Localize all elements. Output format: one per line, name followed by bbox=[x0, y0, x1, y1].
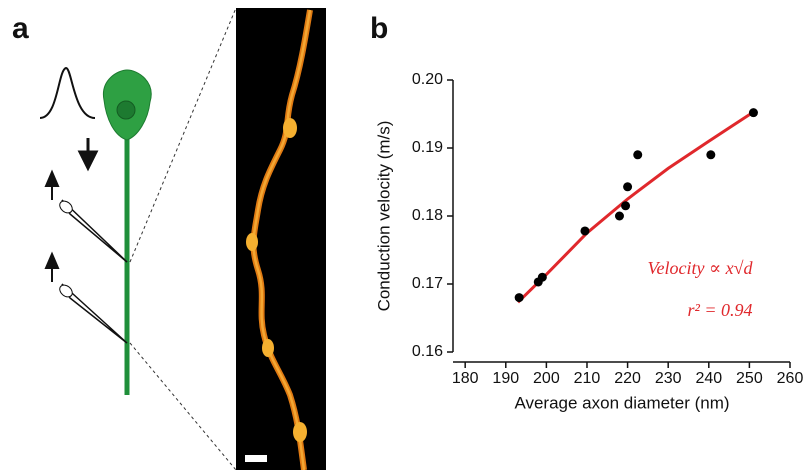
annotation: Velocity ∝ x√d bbox=[647, 258, 753, 278]
y-axis-title: Conduction velocity (m/s) bbox=[374, 121, 393, 312]
fit-curve bbox=[516, 110, 755, 304]
x-tick-label: 220 bbox=[614, 370, 641, 387]
data-point bbox=[621, 201, 631, 211]
annotation: r² = 0.94 bbox=[687, 300, 752, 320]
neuron-diagram bbox=[39, 7, 237, 470]
x-tick-label: 260 bbox=[777, 370, 804, 387]
data-point bbox=[748, 108, 758, 118]
x-tick-label: 210 bbox=[574, 370, 601, 387]
data-point bbox=[580, 226, 590, 236]
x-tick-label: 250 bbox=[736, 370, 763, 387]
data-point bbox=[614, 211, 624, 221]
data-point bbox=[514, 293, 524, 303]
x-tick-label: 240 bbox=[695, 370, 722, 387]
x-tick-label: 200 bbox=[533, 370, 560, 387]
x-tick-label: 180 bbox=[452, 370, 479, 387]
x-tick-label: 230 bbox=[655, 370, 682, 387]
data-point bbox=[537, 272, 547, 282]
data-point bbox=[706, 150, 716, 160]
y-tick-label: 0.17 bbox=[412, 275, 443, 292]
data-point bbox=[633, 150, 643, 160]
x-axis-title: Average axon diameter (nm) bbox=[514, 393, 729, 412]
y-tick-label: 0.18 bbox=[412, 207, 443, 224]
data-point bbox=[623, 182, 633, 192]
y-tick-label: 0.16 bbox=[412, 343, 443, 360]
y-tick-label: 0.19 bbox=[412, 139, 443, 156]
y-tick-label: 0.20 bbox=[412, 71, 443, 88]
x-tick-label: 190 bbox=[492, 370, 519, 387]
panel-label: b bbox=[370, 12, 388, 45]
micrograph bbox=[236, 8, 326, 470]
panel-label: a bbox=[12, 12, 29, 45]
